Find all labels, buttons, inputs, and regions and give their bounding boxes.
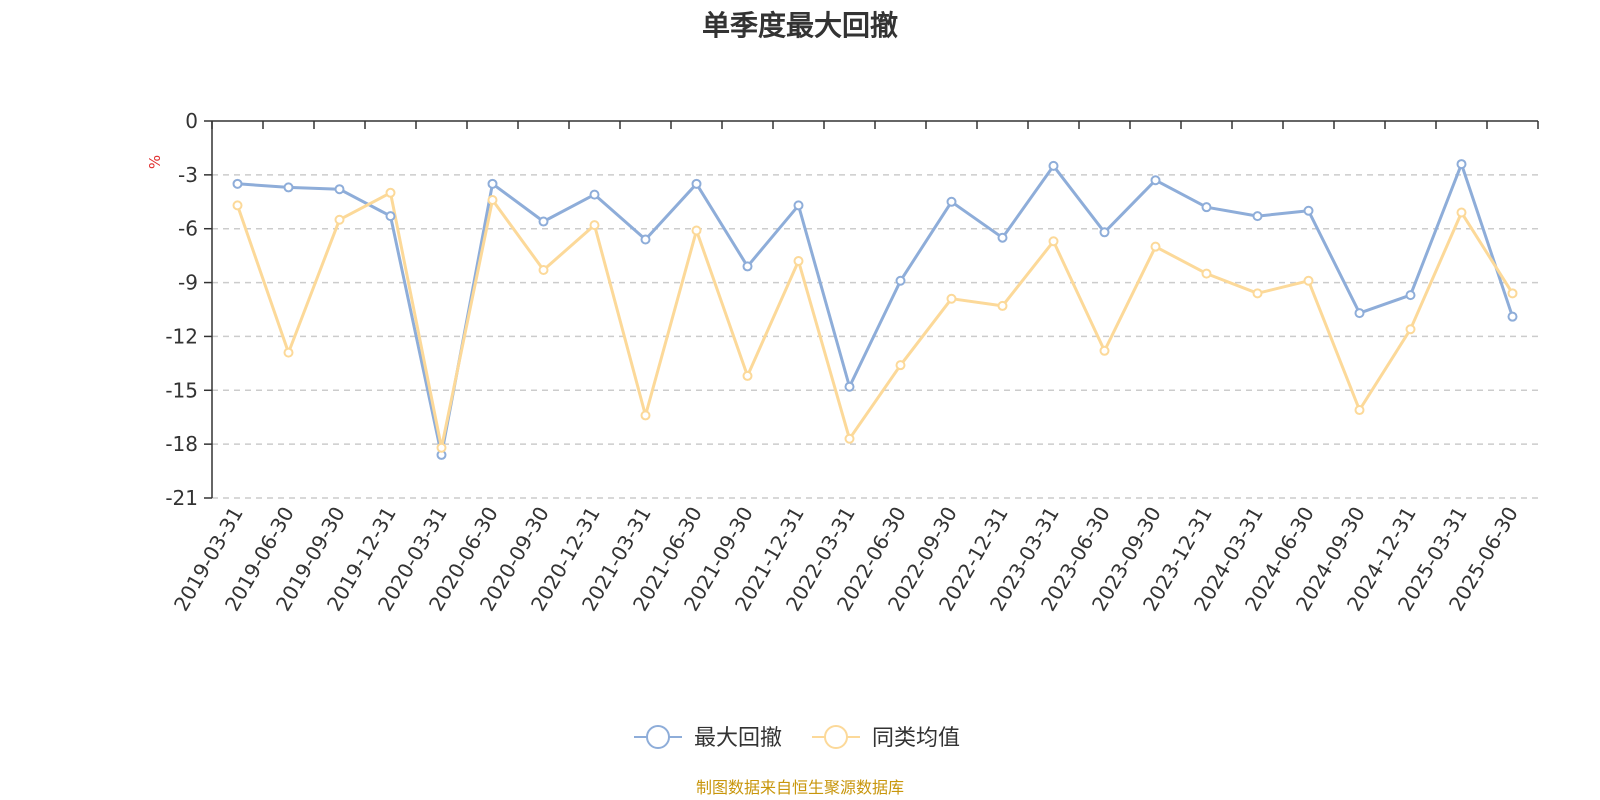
data-point [232,200,243,211]
data-point [1405,324,1416,335]
y-tick-label: 0 [185,109,198,133]
y-tick-label: -12 [165,324,198,348]
data-point [538,216,549,227]
data-point [742,370,753,381]
data-point [589,189,600,200]
data-point [385,211,396,222]
data-point [1405,290,1416,301]
y-tick-label: -9 [178,271,198,295]
data-point [1507,288,1518,299]
series-line [236,191,1514,450]
legend-label: 最大回撤 [694,726,782,751]
data-point [1201,202,1212,213]
data-point [1048,236,1059,247]
data-point [997,300,1008,311]
data-point [283,182,294,193]
data-point [1252,211,1263,222]
data-point [946,293,957,304]
data-point [895,275,906,286]
data-point [283,347,294,358]
data-point [793,256,804,267]
data-point [895,360,906,371]
data-point [1456,207,1467,218]
y-tick-label: -3 [178,163,198,187]
data-point [436,442,447,453]
data-point [1048,160,1059,171]
data-point [1354,308,1365,319]
data-point [1150,241,1161,252]
data-point [1099,345,1110,356]
data-point [334,214,345,225]
series-lines [232,159,1518,460]
data-point [1252,288,1263,299]
y-tick-label: -18 [165,432,198,456]
data-point [1150,175,1161,186]
legend-marker [824,725,848,749]
data-point [385,187,396,198]
series-2-points [232,187,1518,453]
data-point [1201,268,1212,279]
data-point [487,194,498,205]
legend-item-1[interactable]: 最大回撤 [634,725,782,751]
series-1-points [232,159,1518,460]
y-tick-label: -21 [165,486,198,510]
series-2 [236,191,1514,450]
data-point [691,225,702,236]
data-point [232,178,243,189]
data-point [1099,227,1110,238]
legend[interactable]: 最大回撤 同类均值 [634,725,960,751]
legend-marker [646,725,670,749]
data-point [1507,311,1518,322]
data-point [793,200,804,211]
data-point [589,220,600,231]
data-point [1456,159,1467,170]
data-point [334,184,345,195]
chart-title: 单季度最大回撤 [701,9,898,42]
legend-item-2[interactable]: 同类均值 [812,725,960,751]
data-point [997,232,1008,243]
data-point [1303,275,1314,286]
data-point [1303,205,1314,216]
data-point [691,178,702,189]
data-point [742,261,753,272]
source-note: 制图数据来自恒生聚源数据库 [695,778,904,797]
grid-lines [212,174,1538,499]
data-point [1354,405,1365,416]
data-point [538,265,549,276]
y-unit-label: % [146,155,164,169]
data-point [640,234,651,245]
y-tick-label: -6 [178,217,198,241]
data-point [844,433,855,444]
data-point [844,381,855,392]
y-tick-label: -15 [165,378,198,402]
legend-label: 同类均值 [872,726,960,751]
data-point [946,196,957,207]
data-point [487,178,498,189]
data-point [640,410,651,421]
